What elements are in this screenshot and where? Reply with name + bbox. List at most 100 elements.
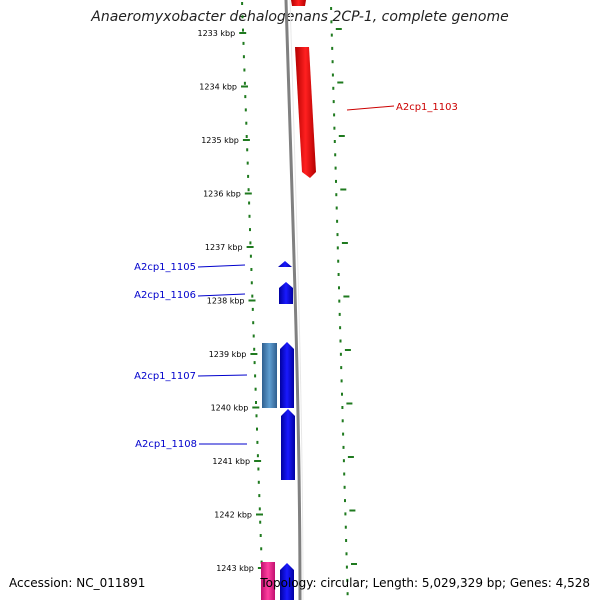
- scale-dot: [341, 406, 344, 409]
- kbp-tick-label: 1238 kbp: [207, 297, 245, 306]
- scale-dot: [256, 427, 258, 431]
- kbp-tick-mark: [248, 299, 256, 302]
- scale-dot: [334, 166, 337, 170]
- gene-a2cp1-1107[interactable]: [280, 342, 294, 408]
- scale-dot: [330, 7, 333, 10]
- scale-dot: [331, 73, 334, 77]
- scale-dot: [335, 206, 338, 210]
- gene-a2cp1-1106[interactable]: [279, 282, 293, 304]
- kbp-tick-mark: [250, 353, 258, 355]
- scale-dot: [339, 339, 342, 343]
- kbp-tick-label: 1235 kbp: [201, 136, 239, 145]
- scale-dot: [257, 467, 260, 471]
- scale-dot: [250, 268, 253, 271]
- scale-dot: [337, 273, 340, 276]
- scale-dot: [344, 512, 347, 516]
- kbp-tick-mark: [254, 460, 262, 462]
- kbp-tick-label: 1239 kbp: [209, 350, 247, 359]
- scale-major-dash: [344, 349, 351, 351]
- scale-dot: [243, 68, 246, 72]
- scale-dot: [336, 246, 339, 250]
- scale-dot: [336, 233, 339, 237]
- kbp-tick-label: 1233 kbp: [197, 29, 235, 38]
- scale-dot: [254, 387, 257, 391]
- scale-major-dash: [346, 402, 353, 405]
- scale-dot: [344, 525, 347, 529]
- leader-line-1107: [197, 374, 248, 377]
- leader-line-1105: [197, 264, 246, 268]
- gene-bottom-blue[interactable]: [280, 563, 294, 600]
- kbp-tick-mark: [242, 139, 250, 141]
- gene-a2cp1-1108[interactable]: [281, 409, 295, 480]
- scale-dot: [243, 81, 246, 85]
- gene-label-a2cp1-1108[interactable]: A2cp1_1108: [135, 439, 197, 450]
- scale-dot: [252, 321, 255, 325]
- gene-label-a2cp1-1103[interactable]: A2cp1_1103: [396, 102, 458, 113]
- scale-dot: [332, 86, 335, 90]
- scale-dot: [339, 352, 342, 356]
- scale-dot: [335, 179, 337, 183]
- scale-dot: [342, 445, 345, 449]
- kbp-tick-mark: [241, 85, 248, 88]
- scale-major-dash: [343, 295, 350, 298]
- scale-dot: [259, 520, 262, 524]
- scale-dot: [255, 414, 258, 418]
- scale-dot: [259, 534, 262, 537]
- scale-dot: [258, 494, 261, 498]
- leader-line-1103: [346, 105, 395, 111]
- scale-dot: [342, 432, 345, 436]
- gene-a2cp1-1105[interactable]: [278, 261, 292, 267]
- genome-backbone: [284, 0, 302, 600]
- genome-title: Anaeromyxobacter dehalogenans 2CP-1, com…: [91, 9, 509, 25]
- scale-dot: [346, 592, 349, 596]
- scale-dot: [256, 454, 259, 458]
- scale-dot: [330, 33, 333, 37]
- scale-dot: [341, 419, 344, 423]
- scale-dot: [335, 193, 338, 197]
- scale-major-dash: [335, 28, 342, 30]
- scale-dot: [340, 379, 343, 383]
- scale-dot: [332, 100, 335, 104]
- gene-label-a2cp1-1106[interactable]: A2cp1_1106: [134, 290, 196, 301]
- scale-dot: [253, 347, 256, 351]
- gene-a2cp1-1107-steel[interactable]: [262, 343, 277, 408]
- kbp-tick-mark: [252, 406, 260, 409]
- scale-dot: [251, 307, 254, 311]
- scale-dot: [253, 361, 256, 365]
- gene-a2cp1-1103[interactable]: [295, 47, 316, 178]
- gene-bottom-pink[interactable]: [261, 562, 275, 600]
- kbp-tick-label: 1237 kbp: [205, 243, 243, 252]
- scale-dot: [242, 41, 245, 45]
- scale-dot: [331, 60, 334, 64]
- gene-forward-top[interactable]: [291, 0, 306, 6]
- scale-major-dash: [341, 242, 348, 244]
- scale-dot: [248, 201, 251, 205]
- scale-dot: [336, 219, 339, 223]
- scale-dot: [247, 174, 250, 178]
- gene-label-a2cp1-1107[interactable]: A2cp1_1107: [134, 371, 196, 382]
- scale-dot: [258, 507, 261, 511]
- scale-dot: [342, 459, 345, 463]
- accession-text: Accession: NC_011891: [9, 576, 146, 590]
- kbp-tick-label: 1242 kbp: [214, 511, 252, 520]
- scale-major-dash: [340, 188, 347, 191]
- scale-dot: [255, 401, 257, 404]
- right-scale-dots: [330, 7, 357, 596]
- scale-dot: [256, 440, 259, 444]
- scale-dot: [331, 46, 334, 50]
- kbp-ticks: 1233 kbp 1234 kbp 1235 kbp 1236 kbp 1237 kbp…: [197, 29, 265, 573]
- scale-dot: [343, 472, 346, 476]
- scale-major-dash: [349, 509, 356, 512]
- kbp-tick-label: 1240 kbp: [211, 404, 249, 413]
- genome-backbone-shadow: [289, 0, 304, 600]
- genome-summary-text: Topology: circular; Length: 5,029,329 bp…: [260, 576, 590, 590]
- scale-dot: [241, 15, 244, 19]
- scale-dot: [242, 28, 244, 32]
- scale-dot: [248, 214, 251, 218]
- scale-major-dash: [337, 81, 344, 84]
- scale-dot: [344, 499, 346, 503]
- gene-label-a2cp1-1105[interactable]: A2cp1_1105: [134, 262, 196, 273]
- scale-dot: [346, 578, 349, 582]
- scale-dot: [333, 113, 336, 117]
